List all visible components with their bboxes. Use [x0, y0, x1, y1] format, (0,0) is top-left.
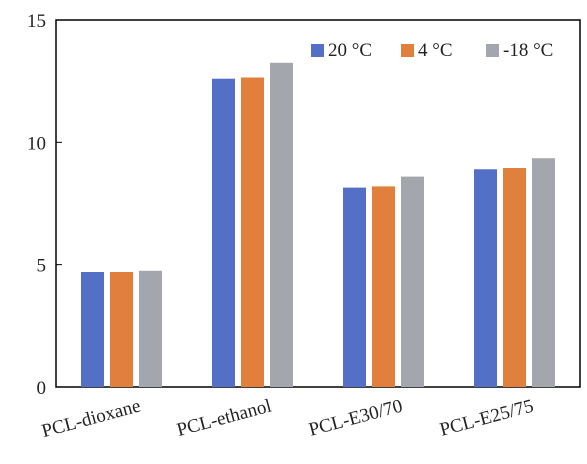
- category-label: PCL-E30/70: [307, 396, 405, 441]
- bar-1-1: [241, 77, 264, 387]
- legend-label: 20 °C: [328, 40, 372, 61]
- bar-0-2: [139, 270, 162, 387]
- bar-3-1: [503, 168, 526, 387]
- legend-swatch: [311, 44, 324, 57]
- y-tick-label: 5: [37, 256, 47, 277]
- y-tick-label: 15: [27, 11, 46, 32]
- category-label: PCL-dioxane: [39, 396, 142, 443]
- legend-label: 4 °C: [418, 40, 453, 61]
- bar-2-1: [372, 186, 395, 387]
- y-tick-label: 0: [37, 378, 47, 399]
- bar-2-2: [401, 176, 424, 387]
- bar-series: [81, 62, 555, 388]
- y-axis-ticks: 0 5 10 15: [27, 11, 62, 399]
- bar-2-0: [343, 187, 366, 387]
- bar-3-2: [532, 158, 555, 387]
- legend-swatch: [401, 44, 414, 57]
- bar-1-2: [270, 62, 293, 388]
- plot-frame: [55, 19, 581, 388]
- category-labels: PCL-dioxane PCL-ethanol PCL-E30/70 PCL-E25/…: [39, 396, 535, 443]
- legend-label: -18 °C: [503, 40, 553, 61]
- y-tick-label: 10: [27, 133, 46, 154]
- legend: 20 °C 4 °C -18 °C: [311, 40, 553, 61]
- category-label: PCL-ethanol: [175, 396, 274, 441]
- category-label: PCL-E25/75: [438, 396, 536, 441]
- bar-0-0: [81, 272, 104, 387]
- legend-swatch: [486, 44, 499, 57]
- bar-0-1: [110, 272, 133, 387]
- bar-1-0: [212, 78, 235, 387]
- bar-3-0: [474, 169, 497, 387]
